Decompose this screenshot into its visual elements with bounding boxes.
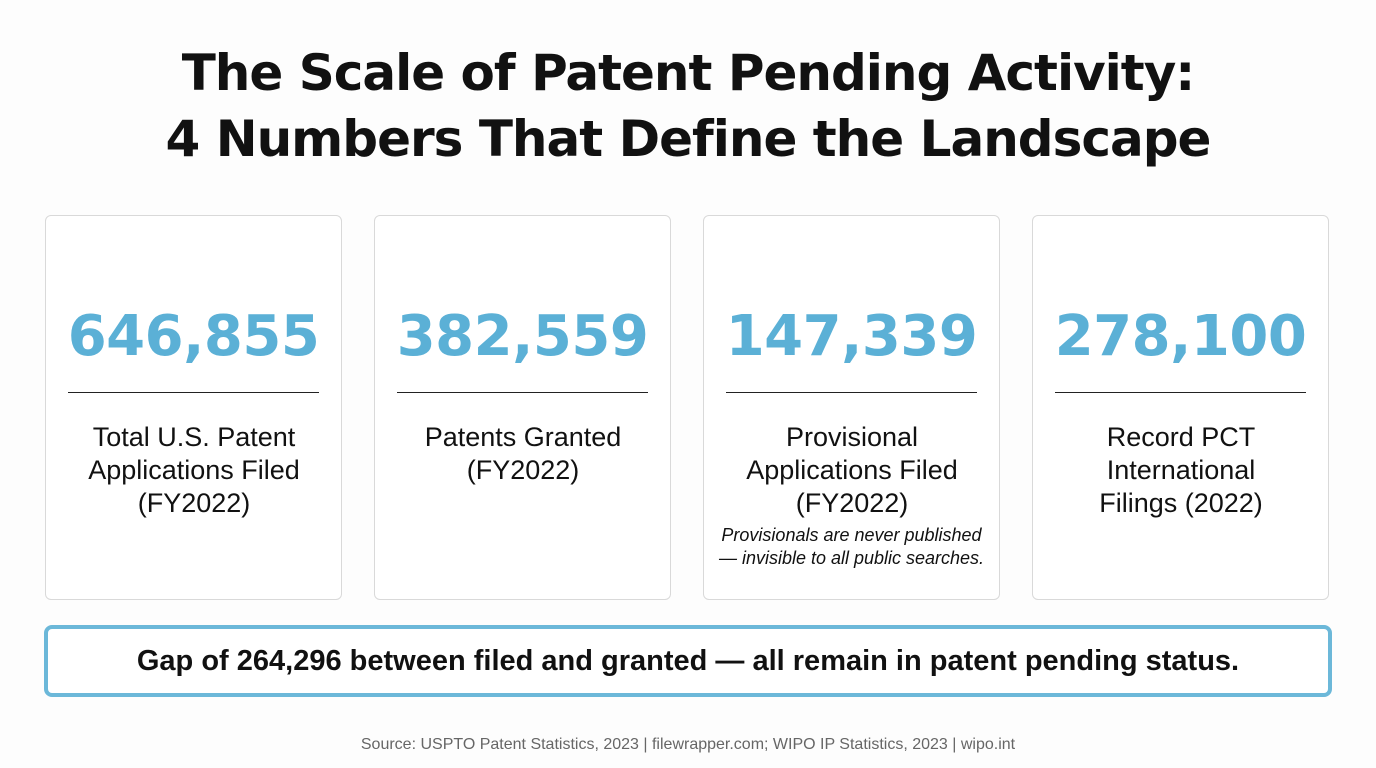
title-line-1: The Scale of Patent Pending Activity: bbox=[181, 44, 1196, 102]
stat-cards: 646,855 Total U.S. Patent Applications F… bbox=[45, 215, 1331, 602]
divider bbox=[1055, 392, 1306, 393]
stat-label: Provisional Applications Filed (FY2022) bbox=[746, 422, 958, 518]
divider bbox=[726, 392, 977, 393]
stat-value: 278,100 bbox=[1054, 304, 1307, 369]
stat-value: 147,339 bbox=[725, 304, 978, 369]
stat-card-pct-filings: 278,100 Record PCT International Filings… bbox=[1032, 215, 1329, 600]
source-citation: Source: USPTO Patent Statistics, 2023 | … bbox=[360, 736, 1016, 753]
divider bbox=[397, 392, 648, 393]
stat-note: Provisionals are never published — invis… bbox=[718, 525, 985, 568]
stat-value: 646,855 bbox=[67, 304, 320, 369]
title-line-2: 4 Numbers That Define the Landscape bbox=[165, 110, 1212, 168]
stat-card-provisional-applications: 147,339 Provisional Applications Filed (… bbox=[703, 215, 1000, 600]
stat-card-total-applications: 646,855 Total U.S. Patent Applications F… bbox=[45, 215, 342, 600]
gap-callout: Gap of 264,296 between filed and granted… bbox=[44, 625, 1332, 697]
stat-value: 382,559 bbox=[396, 304, 649, 369]
stat-label: Patents Granted (FY2022) bbox=[424, 422, 622, 485]
page-title: The Scale of Patent Pending Activity: 4 … bbox=[0, 40, 1376, 172]
stat-card-patents-granted: 382,559 Patents Granted (FY2022) bbox=[374, 215, 671, 600]
divider bbox=[68, 392, 319, 393]
stat-label: Record PCT International Filings (2022) bbox=[1099, 422, 1263, 518]
callout-text: Gap of 264,296 between filed and granted… bbox=[136, 644, 1240, 677]
stat-label: Total U.S. Patent Applications Filed (FY… bbox=[88, 422, 300, 518]
